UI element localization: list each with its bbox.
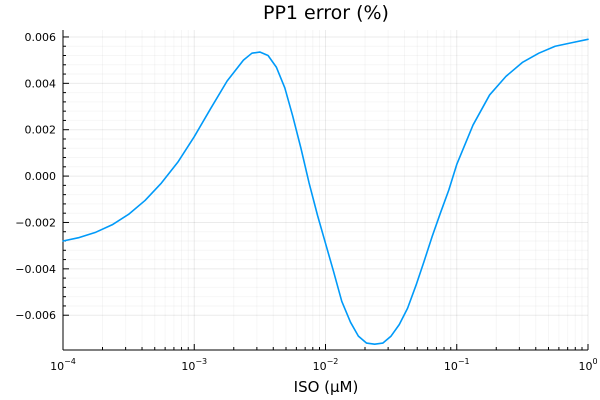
x-tick-label: 10−2	[313, 357, 339, 373]
y-tick-label: 0.002	[25, 124, 57, 137]
x-axis-ticks: 10−4 10−3 10−2 10−1 100	[50, 357, 597, 373]
x-axis-label: ISO (μM)	[294, 378, 359, 396]
y-axis-ticks: −0.006 −0.004 −0.002 0.000 0.002 0.004 0.006	[15, 31, 56, 322]
x-tick-label: 10−3	[181, 357, 207, 373]
series-line	[62, 38, 589, 346]
y-tick-label: −0.006	[15, 309, 56, 322]
series-group	[62, 38, 589, 346]
y-tick-label: 0.000	[25, 170, 57, 183]
axes	[62, 30, 589, 351]
x-tick-label: 10−1	[444, 357, 470, 373]
y-tick-label: 0.006	[25, 31, 57, 44]
y-tick-label: 0.004	[25, 77, 57, 90]
y-tick-label: −0.002	[15, 216, 56, 229]
grid	[62, 30, 589, 350]
x-tick-label: 100	[578, 357, 597, 373]
x-tick-label: 10−4	[50, 357, 76, 373]
chart-title: PP1 error (%)	[263, 2, 389, 24]
y-tick-label: −0.004	[15, 263, 56, 276]
